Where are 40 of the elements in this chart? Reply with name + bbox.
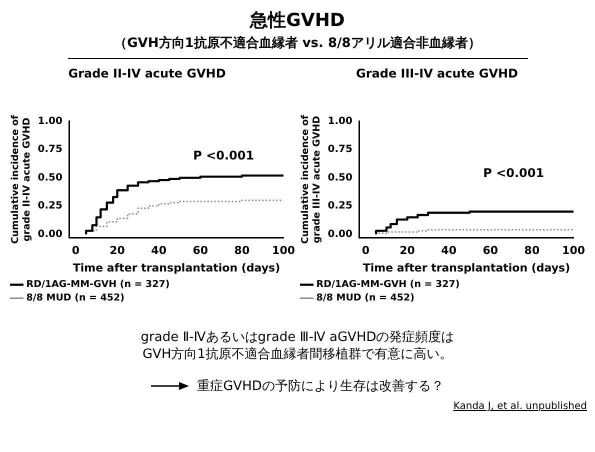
y-axis-title: Cumulative incidence of grade III-IV acute GVHD xyxy=(300,114,323,244)
x-tick-label: 100 xyxy=(562,244,586,258)
x-tick-label: 0 xyxy=(72,244,80,258)
y-tick-label: 0.50 xyxy=(38,172,62,184)
y-tick-label: 0.50 xyxy=(328,172,352,184)
text: 急性GVHD xyxy=(248,9,346,32)
annotation: P <0.001 xyxy=(193,148,254,162)
text: （GVH方向1抗原不適合血縁者 vs. 8/8アリル適合非血縁者） xyxy=(113,34,482,52)
y-tick-label: 0.75 xyxy=(38,144,62,156)
x-tick-label: 60 xyxy=(482,244,498,258)
x-tick-label: 80 xyxy=(524,244,540,258)
y-tick-label: 0.00 xyxy=(328,228,352,240)
y-tick-label: 0.25 xyxy=(328,200,352,212)
y-tick-label: 1.00 xyxy=(38,116,62,127)
legend-label: 8/8 MUD (n = 452) xyxy=(316,292,414,304)
x-axis-title: Time after transplantation (days) xyxy=(362,261,570,274)
x-tick-label: 0 xyxy=(362,244,370,258)
y-tick-label: 0.00 xyxy=(38,228,62,240)
x-tick-label: 100 xyxy=(272,244,296,258)
y-axis-title: Cumulative incidence of grade II-IV acute GVHD xyxy=(10,114,33,244)
x-tick-label: 40 xyxy=(441,244,457,258)
x-tick-label: 40 xyxy=(151,244,167,258)
x-tick-label: 80 xyxy=(234,244,250,258)
legend-label: RD/1AG-MM-GVH (n = 327) xyxy=(316,279,460,290)
chart-title: Grade III-IV acute GVHD xyxy=(356,66,518,80)
chart-title: Grade II-IV acute GVHD xyxy=(68,66,226,80)
text: Kanda J, et al. unpublished xyxy=(452,401,587,412)
text: 重症GVHDの予防により生存は改善する？ xyxy=(197,378,444,395)
text: GVH方向1抗原不適合血縁者間移植群で有意に高い。 xyxy=(141,346,454,363)
x-tick-label: 20 xyxy=(110,244,126,258)
y-tick-label: 1.00 xyxy=(328,116,352,127)
y-tick-label: 0.75 xyxy=(328,144,352,156)
y-tick-label: 0.25 xyxy=(38,200,62,212)
legend-label: RD/1AG-MM-GVH (n = 327) xyxy=(26,279,170,290)
text: grade Ⅱ-Ⅳあるいはgrade Ⅲ-Ⅳ aGVHDの発症頻度は xyxy=(140,329,456,346)
x-tick-label: 20 xyxy=(400,244,416,258)
x-tick-label: 60 xyxy=(192,244,208,258)
x-axis-title: Time after transplantation (days) xyxy=(72,261,280,274)
legend-label: 8/8 MUD (n = 452) xyxy=(26,292,124,304)
annotation: P <0.001 xyxy=(483,166,544,180)
